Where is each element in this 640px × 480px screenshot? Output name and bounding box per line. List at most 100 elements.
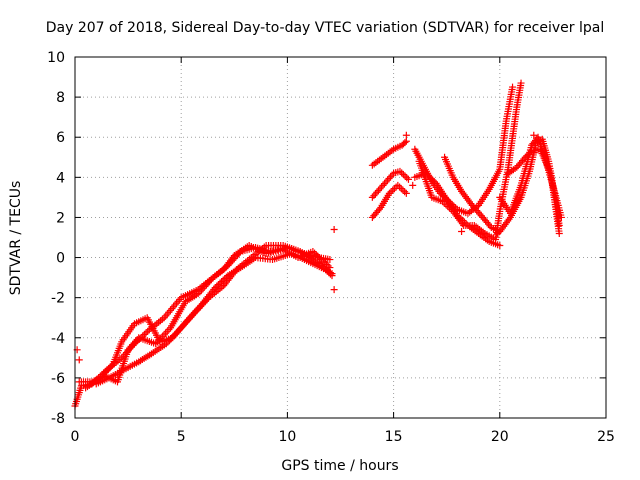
data-point — [401, 188, 409, 196]
data-point — [521, 153, 529, 161]
data-point — [530, 131, 538, 139]
data-point — [171, 301, 179, 309]
data-point — [390, 185, 398, 193]
data-point — [330, 286, 338, 294]
data-point — [312, 251, 320, 259]
data-point — [385, 174, 393, 182]
data-point — [374, 187, 382, 195]
data-point — [387, 188, 395, 196]
data-point — [126, 344, 134, 352]
data-point — [404, 175, 412, 183]
data-point — [132, 337, 140, 345]
data-point — [520, 155, 528, 163]
data-point — [166, 306, 174, 314]
data-point — [401, 172, 409, 180]
data-point — [474, 208, 482, 216]
data-point — [473, 207, 481, 215]
data-point — [402, 131, 410, 139]
data-point — [311, 249, 319, 257]
data-point — [127, 342, 135, 350]
y-axis-label: SDTVAR / TECUs — [8, 181, 24, 296]
data-point — [163, 310, 171, 318]
data-point — [144, 327, 152, 335]
y-tick-label: 0 — [56, 251, 65, 267]
data-point — [398, 169, 406, 177]
data-point — [368, 193, 376, 201]
data-point — [124, 346, 132, 354]
data-point — [142, 329, 150, 337]
y-tick-label: -2 — [51, 291, 65, 307]
data-point — [317, 261, 325, 269]
data-point — [375, 205, 383, 213]
data-point — [555, 229, 563, 237]
data-point — [320, 264, 328, 272]
data-point — [328, 272, 336, 280]
x-tick-label: 15 — [385, 429, 403, 445]
data-point — [130, 339, 138, 347]
y-tick-label: 6 — [56, 130, 65, 146]
data-point — [370, 192, 378, 200]
x-tick-label: 20 — [491, 429, 509, 445]
data-point — [524, 150, 532, 158]
y-tick-label: 4 — [56, 170, 65, 186]
data-point — [389, 186, 397, 194]
data-point — [163, 327, 171, 335]
data-point — [468, 201, 476, 209]
data-point — [162, 329, 170, 337]
data-markers — [71, 79, 565, 410]
data-point — [326, 256, 334, 264]
y-tick-label: 2 — [56, 210, 65, 226]
data-point — [382, 178, 390, 186]
data-point — [388, 171, 396, 179]
data-point — [322, 266, 330, 274]
x-axis-label: GPS time / hours — [281, 458, 398, 474]
y-tick-label: -4 — [51, 331, 65, 347]
plot-frame — [74, 56, 607, 419]
data-point — [409, 181, 417, 189]
data-point — [321, 259, 329, 267]
y-tick-label: 8 — [56, 90, 65, 106]
data-point — [75, 356, 83, 364]
data-point — [394, 181, 402, 189]
x-tick-label: 10 — [278, 429, 296, 445]
data-point — [396, 167, 404, 175]
data-point — [523, 152, 531, 160]
data-point — [376, 185, 384, 193]
data-point — [377, 183, 385, 191]
axis-ticks: 0 5 10 15 20 25 -8 -6 -4 -2 0 2 4 6 8 10 — [47, 50, 615, 445]
data-point — [401, 139, 409, 147]
x-tick-label: 5 — [177, 429, 186, 445]
data-point — [384, 176, 392, 184]
grid-lines — [75, 57, 606, 418]
data-point — [319, 257, 327, 265]
data-point — [517, 79, 525, 87]
data-point — [402, 137, 410, 145]
data-point — [162, 312, 170, 320]
data-point — [325, 269, 333, 277]
data-point — [496, 242, 504, 250]
data-point — [380, 180, 388, 188]
data-point — [174, 297, 182, 305]
data-point — [403, 174, 411, 182]
data-point — [314, 252, 322, 260]
data-point — [557, 213, 565, 221]
data-point — [165, 308, 173, 316]
data-point — [397, 185, 405, 193]
data-point — [330, 225, 338, 233]
data-point — [402, 189, 410, 197]
data-point — [379, 181, 387, 189]
data-point — [476, 210, 484, 218]
data-point — [470, 203, 478, 211]
y-tick-label: -6 — [51, 371, 65, 387]
y-tick-label: 10 — [47, 50, 65, 66]
data-point — [399, 186, 407, 194]
data-point — [486, 222, 494, 230]
y-tick-label: -8 — [51, 411, 65, 427]
data-point — [396, 183, 404, 191]
data-point — [494, 229, 502, 237]
data-point — [309, 248, 317, 256]
x-tick-label: 25 — [597, 429, 615, 445]
data-point — [322, 260, 330, 268]
data-point — [324, 262, 332, 270]
